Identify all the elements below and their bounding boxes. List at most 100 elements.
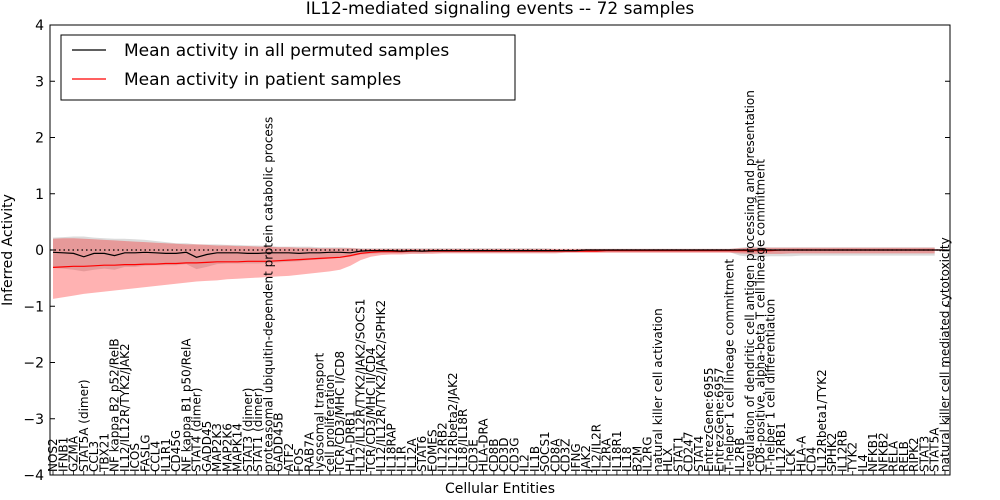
y-tick-label: 2: [35, 131, 44, 147]
x-tick-label: natural killer cell mediated cytotoxicit…: [938, 237, 952, 472]
x-tick-label: EntrezGene:6955: [702, 368, 716, 473]
x-tick-label: proteasomal ubiquitin-dependent protein …: [261, 117, 275, 472]
x-tick-label: IL2RB: [733, 438, 747, 472]
y-ticks: −4 −3 −2 −1 0 1 2 3 4: [23, 18, 950, 484]
x-tick-label: MAPK14: [231, 423, 245, 472]
legend-box: [60, 34, 516, 101]
legend-label-permuted: Mean activity in all permuted samples: [124, 41, 449, 61]
x-tick-label: STAT4: [692, 436, 706, 472]
x-tick-label: TCR/CD3/MHC I/CD8: [333, 351, 347, 473]
x-tick-label: CCL4: [149, 441, 163, 472]
x-tick-label: GZMA: [67, 435, 81, 472]
band-permuted: [53, 236, 935, 272]
x-tick-label: CD3E: [466, 439, 480, 472]
x-tick-label: IL1R1: [159, 438, 173, 472]
x-tick-label: IL1B: [528, 446, 542, 472]
series-line-permuted: [52, 249, 945, 258]
y-tick-label: 1: [35, 187, 44, 203]
x-tick-label: SPHK2: [825, 433, 839, 472]
x-tick-label: IL12Rbeta1/TYK2: [815, 369, 829, 472]
x-tick-label: TCR/CD3/MHC II/CD4: [364, 347, 378, 473]
y-tick-label: 4: [35, 18, 44, 34]
x-tick-label: GADD45: [200, 421, 214, 472]
x-axis-label: Cellular Entities: [445, 481, 555, 497]
x-tick-label: CD4: [805, 447, 819, 472]
chart-title: IL12-mediated signaling events -- 72 sam…: [306, 0, 695, 19]
x-tick-label: TBX21: [97, 433, 111, 473]
x-tick-label: HLX: [661, 448, 675, 472]
x-tick-label: CD247: [682, 431, 696, 472]
x-tick-label: NF kappa B2 p52/RelB: [108, 338, 122, 472]
series-layer: [52, 249, 945, 268]
x-tick-label: CD8A: [548, 438, 562, 472]
x-tick-label: IL18: [620, 447, 634, 473]
x-tick-label: STAT1: [671, 436, 685, 472]
x-tick-label: T-helper 1 cell differentiation: [764, 299, 778, 473]
x-tick-label: MAP2K3: [210, 423, 224, 472]
x-tick-label: STAT3 (dimer): [241, 388, 255, 472]
x-tick-label: IL2RG: [641, 437, 655, 473]
x-tick-label: CD8B: [487, 439, 501, 473]
x-tick-label: FASLG: [138, 434, 152, 472]
x-tick-label: GADD45B: [272, 413, 286, 473]
y-tick-label: −1: [23, 299, 44, 315]
x-tick-label: RELA: [887, 440, 901, 472]
x-tick-label: CD3D: [497, 438, 511, 473]
x-tick-label: IL2/IL2R: [589, 424, 603, 472]
x-tick-label: natural killer cell activation: [651, 308, 665, 472]
x-tick-label: NOS2: [46, 438, 60, 472]
x-tick-label: CCL3: [87, 441, 101, 472]
x-tick-label: SOCS1: [538, 431, 552, 472]
x-tick-label: ATF2: [282, 443, 296, 472]
x-tick-label: IL12/IL12R/TYK2/JAK2/SPHK2: [374, 300, 388, 472]
x-tick-label: IL12Rbeta2/JAK2: [446, 372, 460, 472]
x-tick-label: ICOS: [128, 443, 142, 472]
legend-label-patient: Mean activity in patient samples: [124, 70, 401, 90]
x-tick-label: HLA-A: [795, 435, 809, 472]
x-tick-label: IL12RB2: [436, 422, 450, 472]
x-tick-label: RAB7A: [302, 431, 316, 472]
x-tick-label: lysosomal transport: [313, 352, 327, 472]
x-tick-label: IL18RAP: [384, 423, 398, 472]
x-tick-label: T-helper 1 cell lineage commitment: [723, 259, 737, 473]
x-tick-label: STAT5A (dimer): [77, 379, 91, 472]
x-tick-label: IL12RB1: [774, 422, 788, 472]
y-tick-label: 0: [35, 243, 44, 259]
x-tick-label: IL18/IL18R: [456, 409, 470, 472]
x-tick-label: CD3Z: [559, 439, 573, 472]
x-tick-label: IL4: [856, 454, 870, 472]
x-tick-label: LCK: [784, 448, 798, 472]
x-tick-label: IL2RA: [600, 437, 614, 472]
x-tick-label: IL18R1: [610, 431, 624, 472]
x-tick-label: NFKB1: [866, 432, 880, 472]
x-tick-label: IL1R: [395, 446, 409, 472]
x-tick-label: STAT6: [415, 436, 429, 472]
x-tick-label: IFNB1: [56, 437, 70, 472]
y-tick-label: −2: [23, 356, 44, 372]
x-tick-label: IFNG: [569, 443, 583, 472]
x-tick-label: HLA-DRA: [477, 418, 491, 472]
legend: Mean activity in all permuted samples Me…: [60, 34, 516, 101]
x-tick-label: B2M: [630, 446, 644, 472]
x-tick-label: STAT3: [918, 436, 932, 472]
x-tick-label: IL12RB: [836, 430, 850, 472]
x-tick-label: IL12A: [405, 438, 419, 472]
x-tick-label: STAT4 (dimer): [190, 388, 204, 472]
x-tick-label: STAT5A: [928, 427, 942, 472]
x-tick-label: IL2: [518, 454, 532, 472]
y-tick-label: −3: [23, 412, 44, 428]
x-tick-label: RIPK2: [907, 437, 921, 472]
x-tick-label: EOMES: [425, 429, 439, 472]
x-tick-label: IL12/IL12R/TYK2/JAK2/SOCS1: [354, 299, 368, 472]
x-tick-label: MAP2K6: [220, 423, 234, 472]
x-tick-label: CD8-positive, alpha-beta T cell lineage …: [753, 159, 767, 472]
x-tick-label: NF kappa B1 p50/RelA: [179, 338, 193, 472]
x-tick-label: CD3G: [507, 437, 521, 472]
x-tick-label: CD45G: [169, 430, 183, 472]
x-tick-label: regulation of dendritic cell antigen pro…: [743, 90, 757, 472]
x-tick-label: TYK2: [846, 442, 860, 473]
y-axis-label: Inferred Activity: [0, 194, 16, 306]
x-tick-label: STAT1 (dimer): [251, 388, 265, 472]
